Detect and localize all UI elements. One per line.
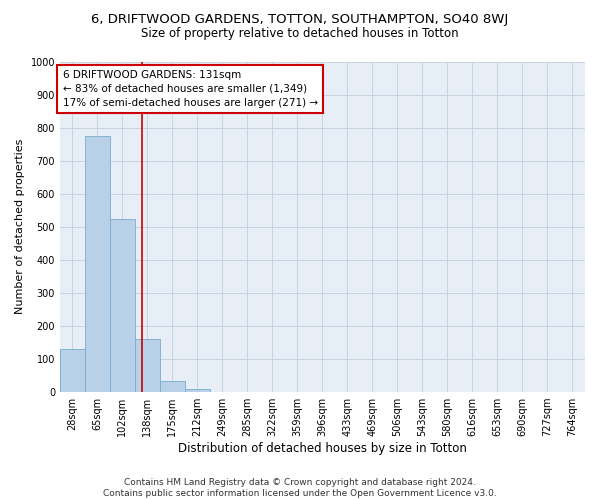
Text: Size of property relative to detached houses in Totton: Size of property relative to detached ho… [141, 28, 459, 40]
Bar [185, 389, 210, 392]
Bar [135, 339, 160, 392]
Bar [85, 136, 110, 392]
Y-axis label: Number of detached properties: Number of detached properties [15, 139, 25, 314]
Text: 6, DRIFTWOOD GARDENS, TOTTON, SOUTHAMPTON, SO40 8WJ: 6, DRIFTWOOD GARDENS, TOTTON, SOUTHAMPTO… [91, 12, 509, 26]
Bar [160, 380, 185, 392]
Bar [60, 349, 85, 392]
Text: Contains HM Land Registry data © Crown copyright and database right 2024.
Contai: Contains HM Land Registry data © Crown c… [103, 478, 497, 498]
X-axis label: Distribution of detached houses by size in Totton: Distribution of detached houses by size … [178, 442, 467, 455]
Text: 6 DRIFTWOOD GARDENS: 131sqm
← 83% of detached houses are smaller (1,349)
17% of : 6 DRIFTWOOD GARDENS: 131sqm ← 83% of det… [62, 70, 317, 108]
Bar [110, 218, 135, 392]
